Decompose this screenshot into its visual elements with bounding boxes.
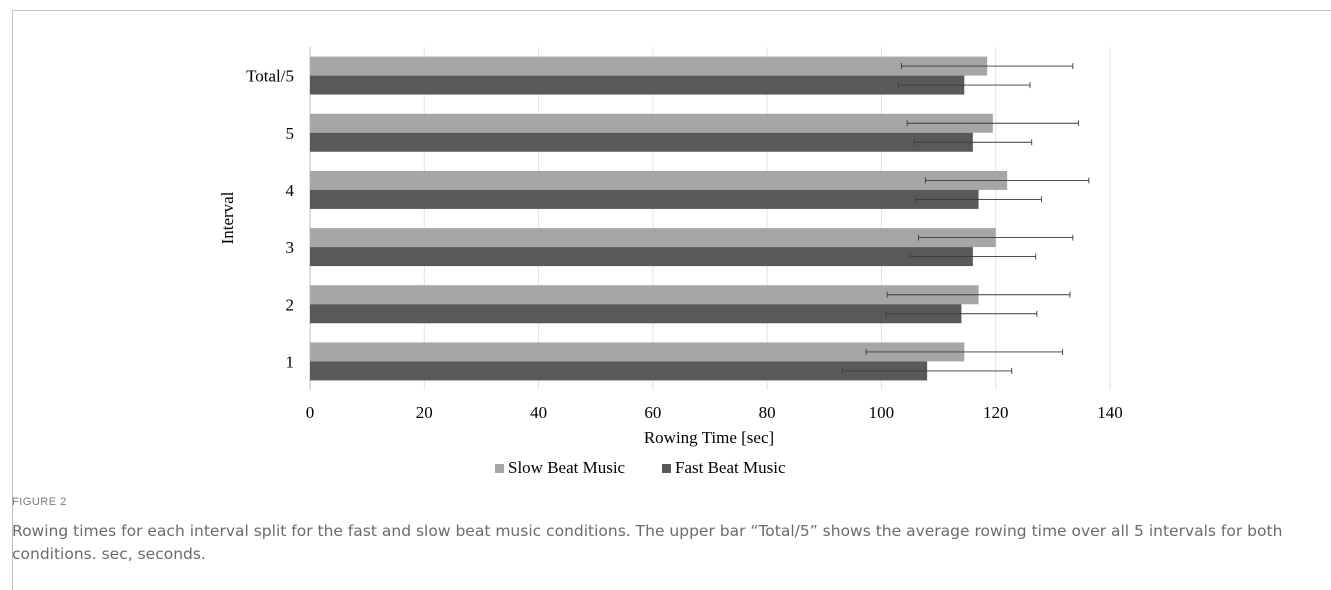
legend-swatch-slow <box>495 464 504 473</box>
x-tick-label: 140 <box>1097 403 1123 422</box>
legend-label-fast: Fast Beat Music <box>675 458 786 477</box>
legend-label-slow: Slow Beat Music <box>508 458 626 477</box>
bar-slow <box>310 170 1008 190</box>
bar-slow <box>310 228 996 248</box>
bars <box>310 56 1008 381</box>
x-axis-title: Rowing Time [sec] <box>644 428 774 447</box>
x-tick-label: 120 <box>983 403 1009 422</box>
bar-fast <box>310 75 965 95</box>
bar-chart: Total/5 5 4 3 2 1 0 20 40 60 80 100 120 140 Rowing T… <box>218 47 1123 477</box>
y-tick-label: 3 <box>286 238 295 257</box>
bar-fast <box>310 361 928 381</box>
x-tick-labels: 0 20 40 60 80 100 120 140 <box>306 403 1123 422</box>
x-tick-label: 80 <box>759 403 776 422</box>
figure-caption: Rowing times for each interval split for… <box>12 522 1283 563</box>
y-tick-label: 1 <box>286 352 295 371</box>
bar-fast <box>310 247 973 267</box>
gridlines <box>309 47 1111 390</box>
x-tick-label: 0 <box>306 403 315 422</box>
figure-frame <box>12 10 1331 590</box>
x-tick-label: 20 <box>416 403 433 422</box>
legend: Slow Beat Music Fast Beat Music <box>495 458 786 477</box>
y-tick-labels: Total/5 5 4 3 2 1 <box>246 67 294 372</box>
y-tick-label: 2 <box>286 295 295 314</box>
y-tick-label: Total/5 <box>246 67 294 86</box>
x-tick-label: 60 <box>644 403 661 422</box>
bar-slow <box>310 285 979 305</box>
x-tick-label: 100 <box>869 403 895 422</box>
y-tick-label: 5 <box>286 124 295 143</box>
bar-slow <box>310 113 993 133</box>
y-tick-label: 4 <box>286 181 295 200</box>
x-tick-label: 40 <box>530 403 547 422</box>
figure-label: FIGURE 2 <box>12 496 67 508</box>
legend-swatch-fast <box>662 464 671 473</box>
bar-slow <box>310 342 965 362</box>
bar-fast <box>310 189 979 209</box>
error-bars <box>842 63 1090 374</box>
bar-slow <box>310 56 988 76</box>
bar-fast <box>310 304 962 324</box>
y-axis-title: Interval <box>218 191 237 244</box>
bar-fast <box>310 132 973 152</box>
